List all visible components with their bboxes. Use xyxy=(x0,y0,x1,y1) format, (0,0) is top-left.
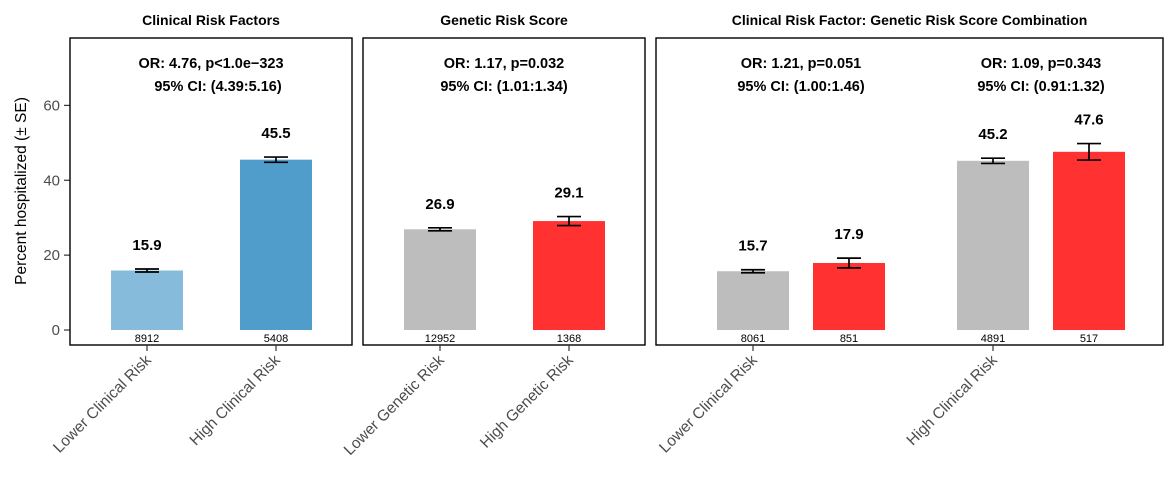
x-tick-label: Lower Genetic Risk xyxy=(341,352,448,459)
bar xyxy=(1053,151,1125,331)
bar xyxy=(717,271,789,331)
bar-count-label: 1368 xyxy=(557,333,581,345)
bar-count-label: 4891 xyxy=(981,333,1005,345)
y-tick-label: 0 xyxy=(52,322,60,339)
panel-frame xyxy=(69,37,353,346)
bar-count-label: 12952 xyxy=(425,333,456,345)
panel-1: Clinical Risk Factors OR: 4.76, p<1.0e−32… xyxy=(50,12,353,457)
bar xyxy=(111,270,183,331)
x-tick-label: Lower Clinical Risk xyxy=(50,352,155,457)
bar-count-label: 5408 xyxy=(264,333,288,345)
x-tick-label: Lower Clinical Risk xyxy=(656,352,761,457)
error-bar xyxy=(135,268,159,273)
error-bar xyxy=(264,156,288,164)
bar-count-label: 8912 xyxy=(135,333,159,345)
odds-ratio-text: OR: 4.76, p<1.0e−323 xyxy=(138,56,283,72)
bar-value-label: 47.6 xyxy=(1074,112,1103,129)
panel-2: Genetic Risk Score OR: 1.17, p=0.032 95% C… xyxy=(341,12,646,459)
bar-value-label: 29.1 xyxy=(554,185,583,202)
bar-value-label: 15.9 xyxy=(132,237,161,254)
error-bar xyxy=(837,257,861,269)
panel-3: Clinical Risk Factor: Genetic Risk Score… xyxy=(655,12,1164,457)
bar-value-label: 45.5 xyxy=(261,125,290,142)
panel-title: Clinical Risk Factors xyxy=(142,12,280,28)
bar xyxy=(404,229,476,331)
error-bar xyxy=(1077,142,1101,161)
bar-value-label: 26.9 xyxy=(425,196,454,213)
x-tick-label: High Clinical Risk xyxy=(904,352,1001,449)
x-tick-label: High Genetic Risk xyxy=(477,352,577,452)
bar xyxy=(957,160,1029,331)
y-tick-label: 60 xyxy=(43,97,60,114)
x-tick-label: High Clinical Risk xyxy=(187,352,284,449)
panel-frame xyxy=(362,37,646,346)
y-tick-label: 20 xyxy=(43,247,60,264)
confidence-interval-text: 95% CI: (1.01:1.34) xyxy=(440,79,568,95)
panel-title: Genetic Risk Score xyxy=(440,12,568,28)
y-tick-label: 40 xyxy=(43,172,60,189)
bar xyxy=(533,221,605,331)
bar-count-label: 8061 xyxy=(741,333,765,345)
bar-value-label: 17.9 xyxy=(834,226,863,243)
confidence-interval-text: 95% CI: (1.00:1.46) xyxy=(737,79,865,95)
panel-title: Clinical Risk Factor: Genetic Risk Score… xyxy=(732,12,1088,28)
confidence-interval-text: 95% CI: (4.39:5.16) xyxy=(154,79,282,95)
bar-value-label: 15.7 xyxy=(738,238,767,255)
confidence-interval-text: 95% CI: (0.91:1.32) xyxy=(977,79,1105,95)
bar xyxy=(813,263,885,331)
error-bar xyxy=(741,268,765,274)
bar xyxy=(240,159,312,331)
panel-frame xyxy=(655,37,1164,346)
error-bar xyxy=(981,157,1005,165)
odds-ratio-text: OR: 1.17, p=0.032 xyxy=(444,56,565,72)
bar-value-label: 45.2 xyxy=(978,126,1007,143)
bar-count-label: 517 xyxy=(1080,333,1098,345)
error-bar xyxy=(557,215,581,227)
error-bar xyxy=(428,226,452,232)
odds-ratio-text: OR: 1.09, p=0.343 xyxy=(981,56,1102,72)
y-axis-label: Percent hospitalized (± SE) xyxy=(13,97,30,285)
odds-ratio-text: OR: 1.21, p=0.051 xyxy=(741,56,862,72)
bar-count-label: 851 xyxy=(840,333,858,345)
